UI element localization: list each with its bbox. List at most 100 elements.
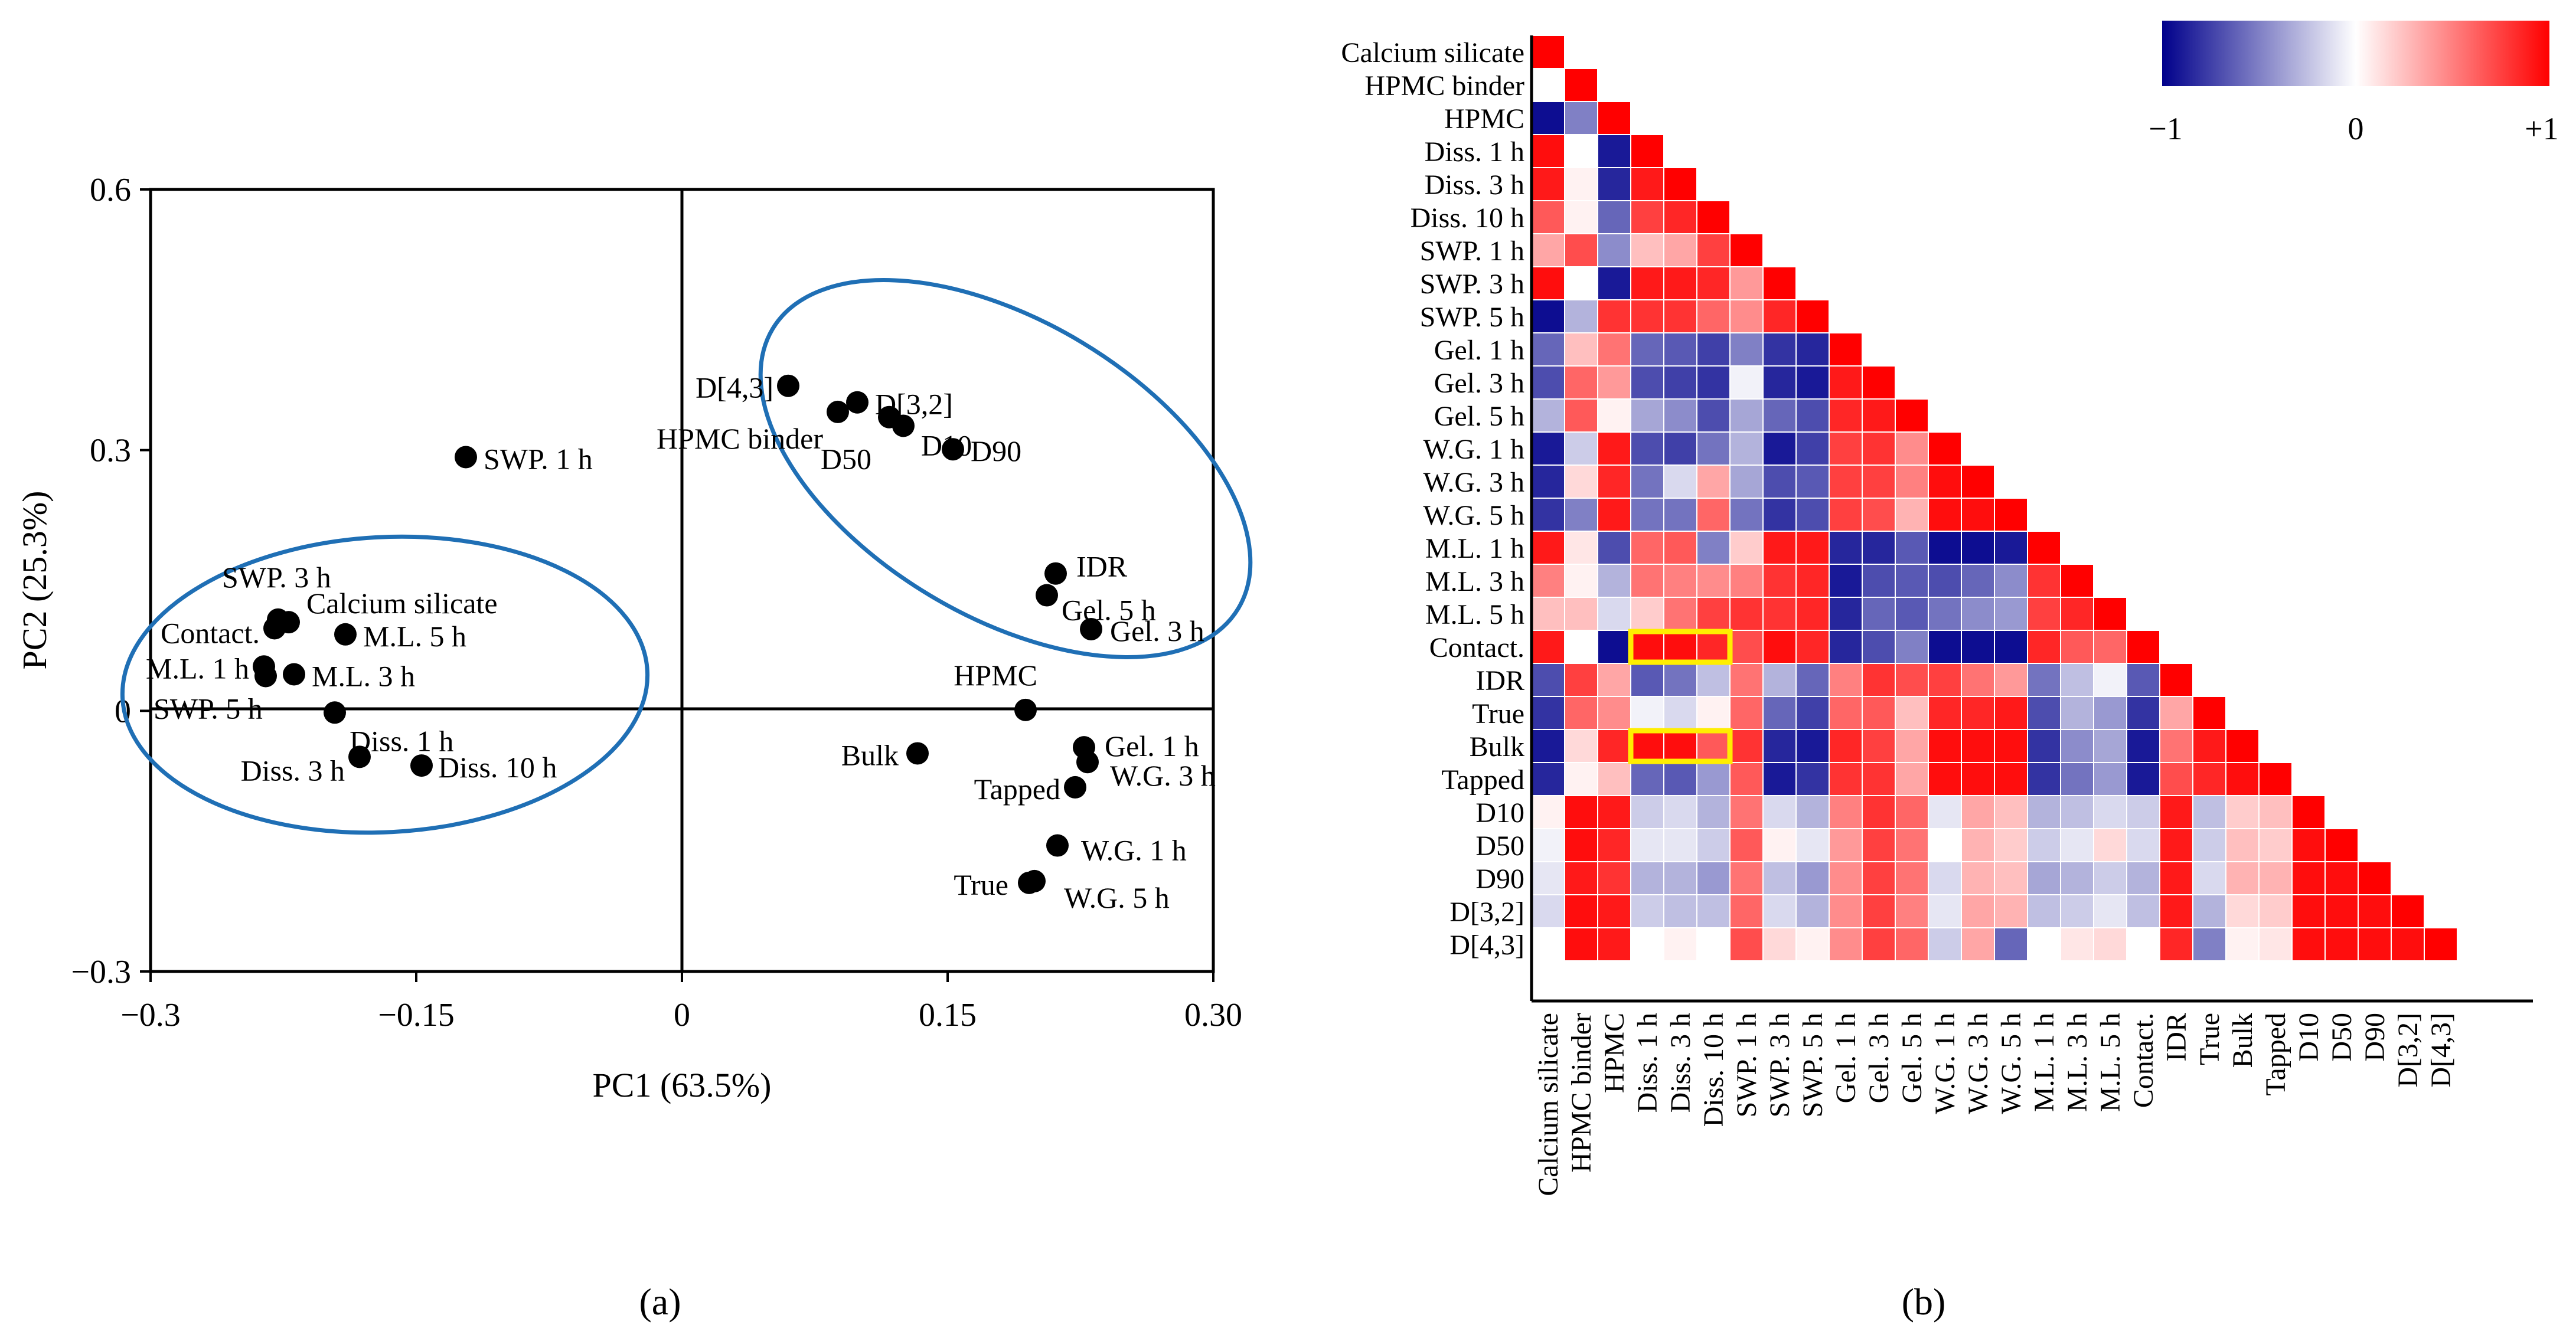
heatmap-cell [1829, 663, 1863, 697]
heatmap-cell [1663, 431, 1697, 466]
heatmap-cell [1961, 498, 1995, 532]
heatmap-cell [1729, 365, 1764, 400]
heatmap-cell [1630, 332, 1664, 367]
heatmap-cell [1829, 729, 1863, 763]
heatmap-cell [1630, 927, 1664, 961]
heatmap-cell [1597, 365, 1631, 400]
heatmap-column-label: SWP. 3 h [1764, 1013, 1795, 1117]
heatmap-cell [1961, 927, 1995, 961]
heatmap-cell [1597, 464, 1631, 499]
heatmap-cell [1928, 630, 1962, 664]
heatmap-cell [1994, 861, 2028, 895]
heatmap-cell [1895, 498, 1929, 532]
heatmap-cell [1696, 332, 1731, 367]
heatmap-cell [1961, 828, 1995, 862]
heatmap-cell [2258, 927, 2293, 961]
heatmap-cell [2159, 894, 2193, 928]
heatmap-cell [1564, 101, 1598, 135]
heatmap-cell [1630, 464, 1664, 499]
heatmap-cell [1564, 68, 1598, 102]
heatmap-highlight-box [1628, 728, 1733, 764]
heatmap-cell [1663, 729, 1697, 763]
heatmap-column-label: M.L. 5 h [2095, 1013, 2126, 1112]
heatmap-cell [1564, 729, 1598, 763]
heatmap-cell [1762, 630, 1797, 664]
heatmap-cell [1862, 894, 1896, 928]
heatmap-row-label: HPMC binder [1364, 70, 1524, 102]
heatmap-cell [1663, 564, 1697, 598]
heatmap-cell [1994, 828, 2028, 862]
heatmap-cell [1795, 464, 1830, 499]
panel-b-label: (b) [1902, 1281, 1946, 1323]
heatmap-cell [2159, 861, 2193, 895]
heatmap-cell [1663, 861, 1697, 895]
heatmap-cell [1961, 795, 1995, 829]
heatmap-cell [2225, 894, 2260, 928]
heatmap-cell [1829, 597, 1863, 631]
heatmap-cell [1564, 134, 1598, 168]
heatmap-cell [1928, 795, 1962, 829]
scatter-point-label: D[3,2] [875, 388, 953, 421]
heatmap-highlight-box [1628, 629, 1733, 665]
heatmap-cell [1597, 134, 1631, 168]
heatmap-cell [1531, 200, 1565, 234]
heatmap-cell [1630, 663, 1664, 697]
heatmap-cell [1795, 365, 1830, 400]
heatmap-cell [1663, 795, 1697, 829]
heatmap-cell [1531, 498, 1565, 532]
heatmap-cell [2027, 927, 2061, 961]
scatter-point-label: D50 [821, 443, 871, 476]
scatter-point [1023, 869, 1046, 892]
heatmap-cell [1630, 134, 1664, 168]
heatmap-cell [1862, 762, 1896, 796]
heatmap-column-label: M.L. 1 h [2029, 1013, 2060, 1112]
heatmap-cell [1729, 861, 1764, 895]
heatmap-cell [1564, 795, 1598, 829]
heatmap-cell [1531, 266, 1565, 300]
heatmap-cell [2258, 894, 2293, 928]
heatmap-cell [1928, 597, 1962, 631]
heatmap-row-label: Gel. 1 h [1434, 335, 1524, 366]
heatmap-cell [1895, 861, 1929, 895]
heatmap-cell [1597, 332, 1631, 367]
heatmap-cell [1597, 795, 1631, 829]
heatmap-cell [1862, 696, 1896, 730]
heatmap-cell [1795, 828, 1830, 862]
heatmap-row-label: D10 [1475, 797, 1524, 829]
heatmap-cell [1630, 398, 1664, 433]
heatmap-cell [2291, 927, 2326, 961]
heatmap-cell [1895, 696, 1929, 730]
heatmap-cell [1630, 365, 1664, 400]
heatmap-cell [1928, 663, 1962, 697]
heatmap-cell [1895, 398, 1929, 433]
heatmap-cell [1762, 266, 1797, 300]
heatmap-cell [1829, 696, 1863, 730]
heatmap-cell [1696, 498, 1731, 532]
heatmap-cell [2192, 894, 2226, 928]
heatmap-cell [2027, 729, 2061, 763]
heatmap-cell [1531, 101, 1565, 135]
heatmap-row-label: Diss. 1 h [1425, 136, 1524, 168]
heatmap-cell [1531, 233, 1565, 267]
heatmap-column-label: HPMC [1599, 1013, 1630, 1093]
heatmap-column-label: Gel. 5 h [1896, 1013, 1928, 1103]
heatmap-column-label: Gel. 3 h [1863, 1013, 1895, 1103]
heatmap-cell [1729, 464, 1764, 499]
heatmap-cell [2060, 762, 2094, 796]
heatmap-column-label: Diss. 3 h [1665, 1013, 1696, 1113]
heatmap-cell [1696, 266, 1731, 300]
heatmap-cell [1762, 431, 1797, 466]
scatter-point-label: M.L. 5 h [363, 620, 466, 653]
heatmap-cell [1829, 398, 1863, 433]
heatmap-cell [2027, 696, 2061, 730]
heatmap-cell [1630, 894, 1664, 928]
heatmap-cell [1564, 365, 1598, 400]
heatmap-cell [1795, 894, 1830, 928]
left-cluster-ellipse [120, 534, 650, 835]
scatter-point-label: M.L. 1 h [146, 652, 249, 685]
heatmap-cell [1597, 167, 1631, 201]
heatmap-cell [2027, 663, 2061, 697]
heatmap-cell [1762, 828, 1797, 862]
heatmap-cell [1795, 431, 1830, 466]
heatmap-cell [1994, 729, 2028, 763]
